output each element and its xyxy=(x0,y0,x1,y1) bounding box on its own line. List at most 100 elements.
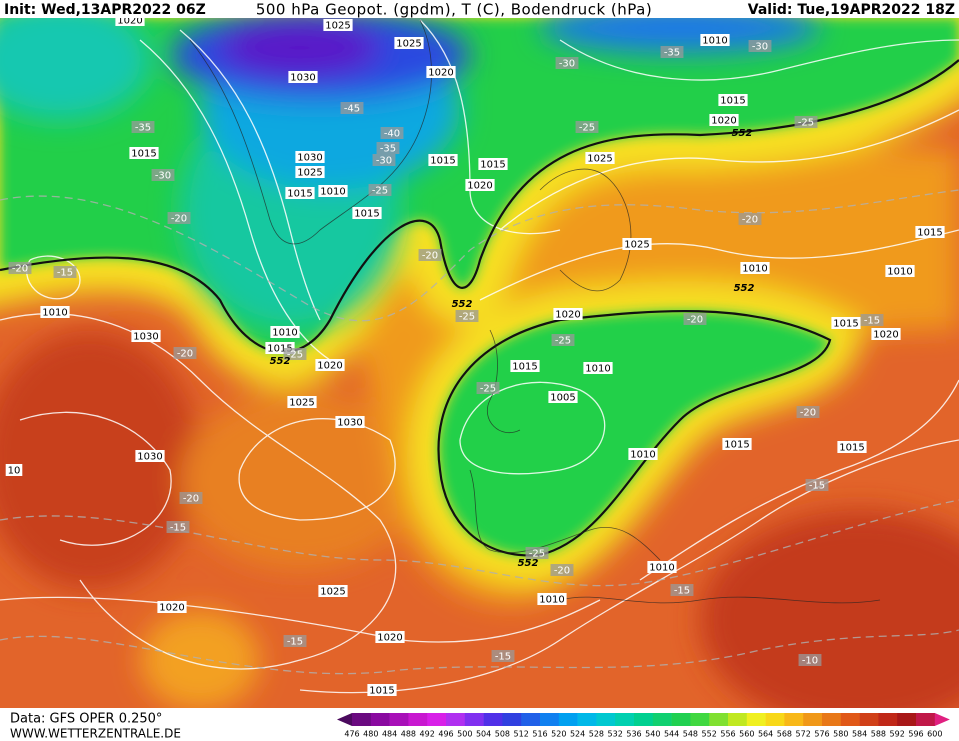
isobar-label: 1015 xyxy=(131,149,156,160)
temperature-label: -35 xyxy=(664,48,680,59)
isobar-label-box xyxy=(740,262,770,274)
isobar-label-box xyxy=(837,441,867,453)
temperature-label-box xyxy=(376,142,400,154)
temperature-label-box xyxy=(173,347,197,359)
colorbar-label: 540 xyxy=(645,730,660,739)
temperature-label: -20 xyxy=(554,566,570,577)
colorbar-cell xyxy=(596,713,616,726)
colorbar-cell xyxy=(803,713,823,726)
isobar-label-box xyxy=(628,448,658,460)
temperature-label: -25 xyxy=(287,350,303,361)
colorbar-label: 556 xyxy=(720,730,735,739)
temperature-label-box xyxy=(798,654,822,666)
colorbar-label: 596 xyxy=(908,730,923,739)
colorbar-cell xyxy=(671,713,691,726)
temperature-label: -25 xyxy=(480,384,496,395)
temperature-label: -15 xyxy=(170,523,186,534)
isobar-label-box xyxy=(478,158,508,170)
colorbar-cell xyxy=(483,713,503,726)
isobar-label: 1005 xyxy=(550,393,575,404)
contour-label: 552 xyxy=(452,299,473,310)
isobar-label: 1030 xyxy=(297,153,322,164)
isobar-label-box xyxy=(318,585,348,597)
temperature-label: -25 xyxy=(555,336,571,347)
isobar-label-box xyxy=(647,561,677,573)
colorbar-label: 572 xyxy=(796,730,811,739)
temperature-label-box xyxy=(794,116,818,128)
isobar-label: 1015 xyxy=(267,344,292,355)
colorbar-cell xyxy=(521,713,541,726)
isotherms xyxy=(0,189,959,675)
temperature-label: -15 xyxy=(495,652,511,663)
isobar-label: 1010 xyxy=(742,264,767,275)
temperature-label-box xyxy=(805,479,829,491)
temperature-label-box xyxy=(455,310,479,322)
isobar-label-box xyxy=(352,207,382,219)
temperature-label-box xyxy=(151,169,175,181)
colorbar-cell xyxy=(916,713,936,726)
temperature-label: -35 xyxy=(135,123,151,134)
colorbar-arrow xyxy=(934,713,950,726)
colorbar-cell xyxy=(765,713,785,726)
isobar-label-box xyxy=(131,330,161,342)
colorbar-cell xyxy=(427,713,447,726)
colorbar-label: 548 xyxy=(683,730,698,739)
temperature-label: -10 xyxy=(802,656,818,667)
isobar-label-box xyxy=(270,326,300,338)
isobar-label: 1015 xyxy=(917,228,942,239)
temperature-label: -15 xyxy=(809,481,825,492)
temperature-label-box xyxy=(491,650,515,662)
isobar-label: 1015 xyxy=(720,96,745,107)
contour-label: 552 xyxy=(270,356,291,367)
colorbar-cell xyxy=(878,713,898,726)
isobar-label: 1010 xyxy=(42,308,67,319)
temperature-label-box xyxy=(53,266,77,278)
colorbar-label: 516 xyxy=(532,730,547,739)
temperature-label-box xyxy=(8,262,32,274)
temperature-label: -30 xyxy=(376,156,392,167)
colorbar-label: 552 xyxy=(702,730,717,739)
isobar-label: 1025 xyxy=(289,398,314,409)
isobar-label: 1010 xyxy=(630,450,655,461)
isobar-label-box xyxy=(315,359,345,371)
colorbar-cell xyxy=(897,713,917,726)
colorbar-label: 588 xyxy=(871,730,886,739)
isobar-label: 1020 xyxy=(555,310,580,321)
temperature-label: -15 xyxy=(57,268,73,279)
isobar-label-box xyxy=(428,154,458,166)
isobar-label-box xyxy=(5,464,23,476)
isobar-label: 1020 xyxy=(711,116,736,127)
isobar-label: 1010 xyxy=(887,267,912,278)
isobar-label: 1010 xyxy=(649,563,674,574)
temperature-label-box xyxy=(283,348,307,360)
isobar-label-box xyxy=(135,450,165,462)
temperature-label-box xyxy=(418,249,442,261)
isobar-label: 1020 xyxy=(117,16,142,27)
isobar-label-box xyxy=(295,151,325,163)
colorbar-cell xyxy=(859,713,879,726)
isobar-label-box xyxy=(553,308,583,320)
temperature-label: -25 xyxy=(459,312,475,323)
temperature-label-box xyxy=(555,57,579,69)
temperature-label-box xyxy=(551,334,575,346)
isobar-label: 1010 xyxy=(320,187,345,198)
contour-label: 552 xyxy=(734,283,755,294)
temperature-label-box xyxy=(683,313,707,325)
temperature-label-box xyxy=(660,46,684,58)
colorbar-cell xyxy=(502,713,522,726)
temperature-label-box xyxy=(525,547,549,559)
isobar-label: 1025 xyxy=(587,154,612,165)
isobar-label: 1015 xyxy=(369,686,394,697)
colorbar-label: 512 xyxy=(514,730,529,739)
temperature-label: -30 xyxy=(155,171,171,182)
isobar-label-box xyxy=(288,71,318,83)
temperature-label: -20 xyxy=(183,494,199,505)
colorbar-label: 520 xyxy=(551,730,566,739)
isobars xyxy=(0,19,959,694)
isobar-label-box xyxy=(335,416,365,428)
colorbar-cell xyxy=(446,713,466,726)
colorbar-label: 584 xyxy=(852,730,867,739)
colorbar-cell xyxy=(577,713,597,726)
